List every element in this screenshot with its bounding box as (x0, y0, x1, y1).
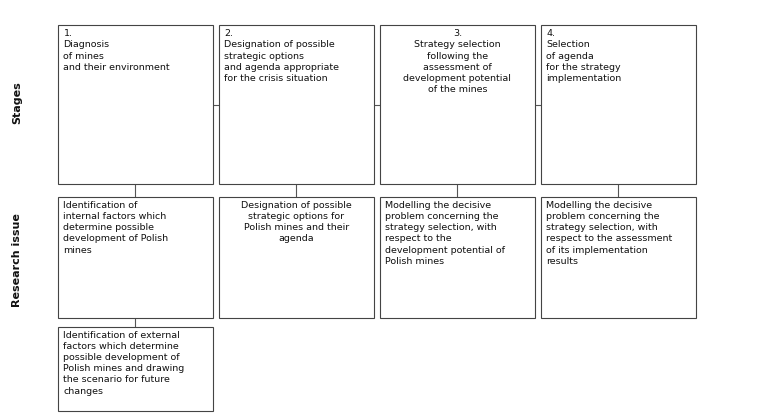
Text: 1.
Diagnosis
of mines
and their environment: 1. Diagnosis of mines and their environm… (63, 29, 170, 72)
Bar (219, 197, 374, 318)
Text: 3.
Strategy selection
following the
assessment of
development potential
of the m: 3. Strategy selection following the asse… (403, 29, 512, 94)
Text: Designation of possible
strategic options for
Polish mines and their
agenda: Designation of possible strategic option… (241, 201, 352, 243)
Bar (380, 197, 535, 318)
Bar (58, 327, 213, 411)
Bar (380, 25, 535, 184)
Text: Identification of
internal factors which
determine possible
development of Polis: Identification of internal factors which… (63, 201, 169, 254)
Text: Stages: Stages (12, 81, 22, 124)
Bar (219, 25, 374, 184)
Text: Identification of external
factors which determine
possible development of
Polis: Identification of external factors which… (63, 331, 185, 396)
Bar (541, 25, 696, 184)
Text: 2.
Designation of possible
strategic options
and agenda appropriate
for the cris: 2. Designation of possible strategic opt… (224, 29, 340, 83)
Bar (541, 197, 696, 318)
Text: Research issue: Research issue (12, 213, 22, 307)
Text: Modelling the decisive
problem concerning the
strategy selection, with
respect t: Modelling the decisive problem concernin… (385, 201, 505, 266)
Bar (58, 25, 213, 184)
Text: Modelling the decisive
problem concerning the
strategy selection, with
respect t: Modelling the decisive problem concernin… (546, 201, 673, 266)
Bar (58, 197, 213, 318)
Text: 4.
Selection
of agenda
for the strategy
implementation: 4. Selection of agenda for the strategy … (546, 29, 622, 83)
